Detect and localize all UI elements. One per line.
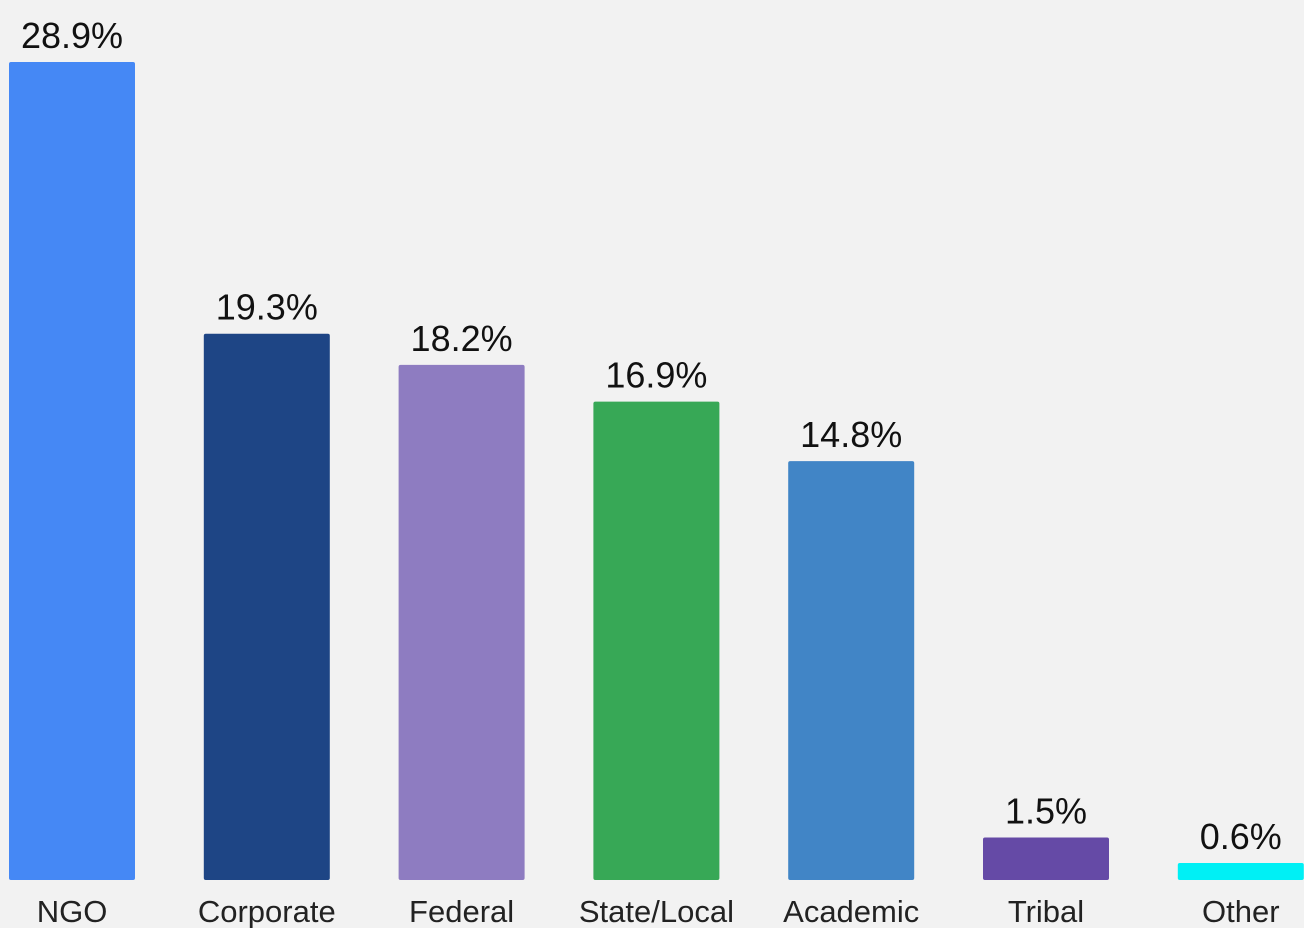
value-label-corporate: 19.3% (216, 287, 318, 328)
bar-academic (788, 461, 915, 880)
bar-corporate (203, 333, 330, 881)
category-label-tribal: Tribal (1008, 894, 1084, 928)
bar-other (1177, 863, 1304, 880)
bar-federal (398, 364, 525, 880)
bar-ngo (9, 62, 135, 880)
value-label-other: 0.6% (1200, 816, 1282, 857)
value-label-tribal: 1.5% (1005, 791, 1087, 832)
bar-tribal (983, 837, 1109, 880)
category-label-academic: Academic (783, 894, 919, 928)
category-label-other: Other (1202, 894, 1280, 928)
category-label-state-local: State/Local (579, 894, 734, 928)
value-label-academic: 14.8% (800, 414, 902, 455)
value-label-state-local: 16.9% (605, 355, 707, 396)
value-label-ngo: 28.9% (21, 15, 123, 56)
category-label-corporate: Corporate (198, 894, 336, 928)
value-label-federal: 18.2% (411, 318, 513, 359)
bar-state-local (593, 401, 720, 880)
category-label-federal: Federal (409, 894, 514, 928)
category-label-ngo: NGO (37, 894, 108, 928)
